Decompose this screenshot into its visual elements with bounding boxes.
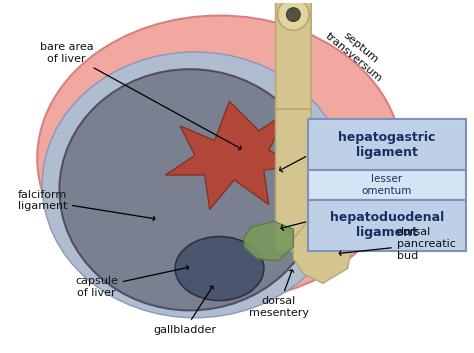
Ellipse shape [37, 16, 402, 301]
Polygon shape [165, 101, 303, 209]
Text: capsule
of liver: capsule of liver [75, 265, 189, 298]
Text: hepatoduodenal
ligament: hepatoduodenal ligament [330, 211, 444, 239]
Polygon shape [244, 221, 293, 261]
Text: lesser
omentum: lesser omentum [362, 174, 412, 196]
Text: falciform
ligament: falciform ligament [18, 190, 155, 221]
FancyBboxPatch shape [308, 119, 466, 170]
Ellipse shape [42, 52, 347, 318]
FancyBboxPatch shape [276, 1, 311, 113]
FancyBboxPatch shape [276, 109, 311, 251]
FancyBboxPatch shape [308, 170, 466, 200]
Polygon shape [293, 219, 353, 283]
FancyBboxPatch shape [308, 200, 466, 251]
Text: gallbladder: gallbladder [154, 286, 217, 335]
Circle shape [286, 8, 300, 22]
Ellipse shape [59, 69, 320, 310]
Circle shape [278, 0, 309, 30]
Text: bare area
of liver: bare area of liver [40, 42, 241, 150]
Text: dorsal
mesentery: dorsal mesentery [248, 270, 309, 318]
Ellipse shape [175, 237, 264, 300]
Text: dorsal
pancreatic
bud: dorsal pancreatic bud [339, 227, 456, 261]
Text: septum
transversum: septum transversum [323, 22, 392, 84]
Text: hepatogastric
ligament: hepatogastric ligament [338, 131, 436, 158]
